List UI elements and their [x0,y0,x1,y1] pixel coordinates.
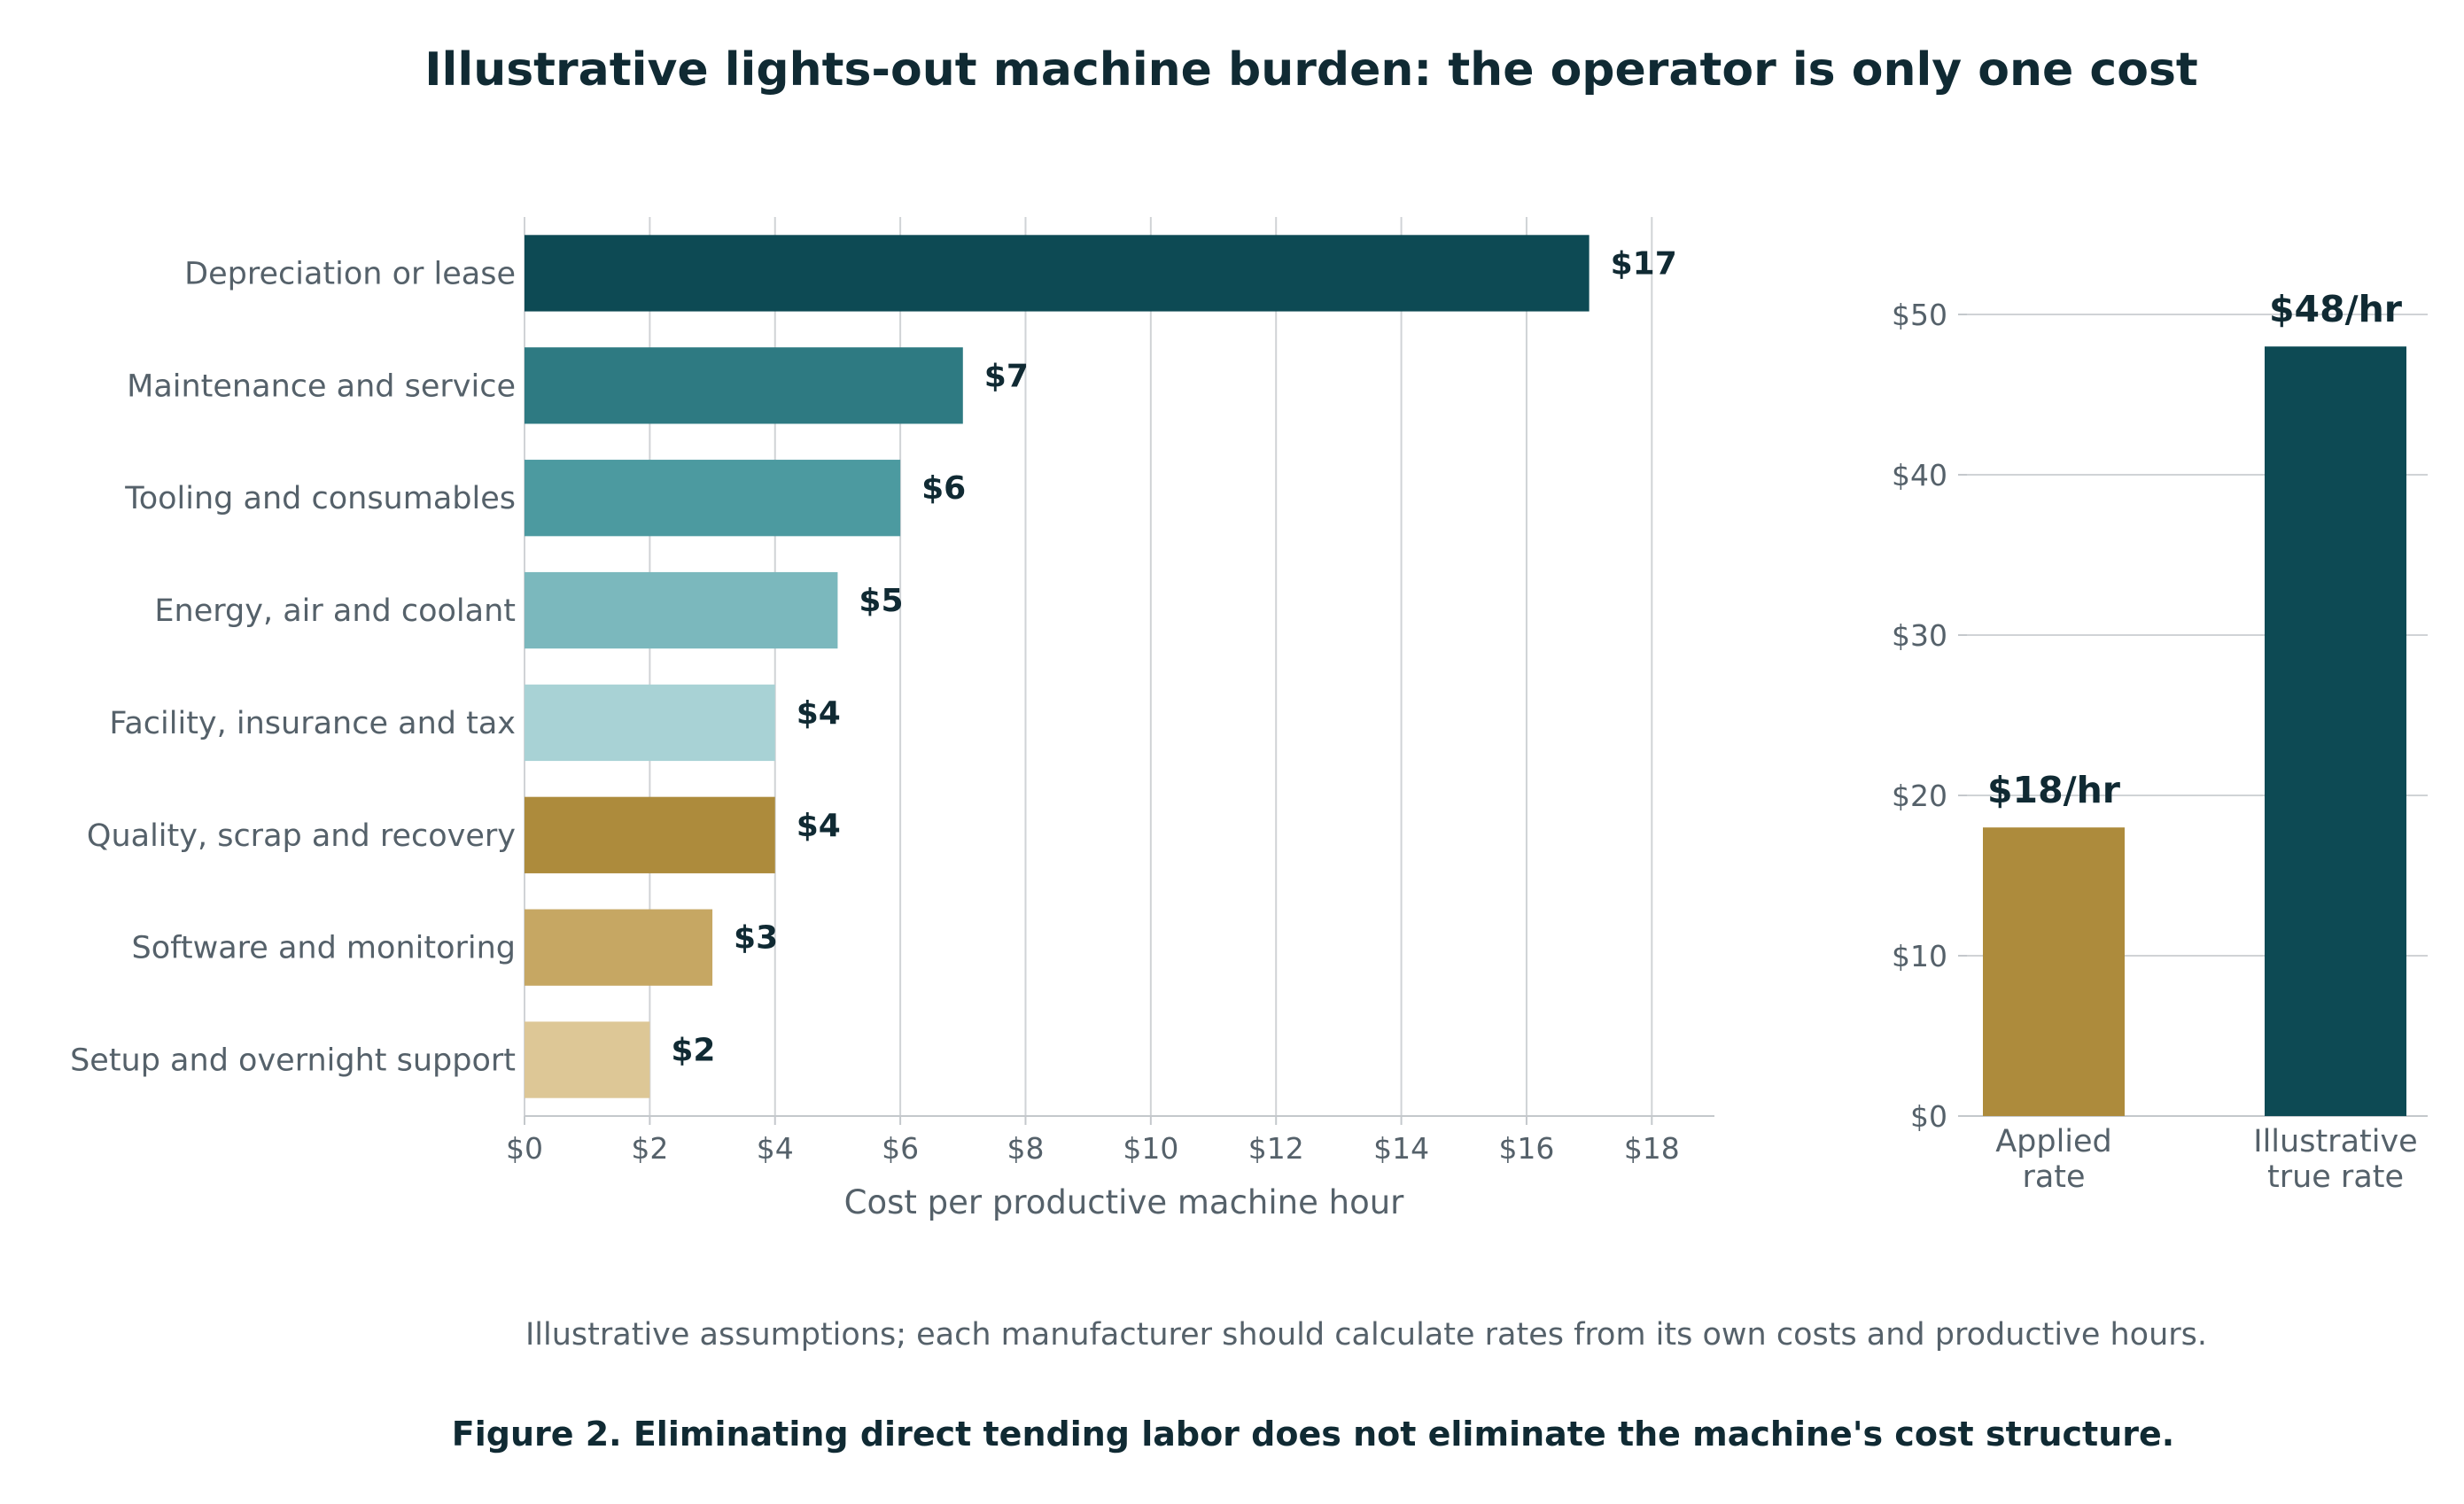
y-tick-label: $10 [1892,939,1947,973]
y-tick-label: $50 [1892,298,1947,332]
bar [2265,346,2406,1116]
x-tick-label: $18 [1624,1131,1680,1166]
y-tick-label: $20 [1892,779,1947,813]
bar [525,796,775,873]
value-label: $5 [859,583,903,619]
cost-breakdown-chart: Depreciation or lease $17 Maintenance and … [70,217,1714,1221]
x-tick-label: $4 [757,1131,794,1166]
category-label: Maintenance and service [127,368,516,404]
bar [1983,827,2125,1116]
value-label: $3 [734,920,778,957]
category-label: Tooling and consumables [124,481,516,516]
x-tick-label: $14 [1373,1131,1429,1166]
category-label: true rate [2267,1159,2404,1195]
x-tick-label: $16 [1498,1131,1554,1166]
value-label: $7 [984,358,1029,394]
x-tick-label: $2 [631,1131,668,1166]
value-label: $2 [671,1033,715,1069]
value-label: $6 [921,470,966,507]
value-label: $4 [797,808,841,844]
category-label: Illustrative [2253,1124,2417,1159]
bar [525,909,713,986]
category-label: Software and monitoring [132,931,516,966]
category-label: Setup and overnight support [70,1043,516,1079]
bar [525,235,1590,312]
x-tick-label: $6 [882,1131,919,1166]
value-label: $4 [797,695,841,732]
category-label: Energy, air and coolant [154,593,516,629]
chart-title: Illustrative lights-out machine burden: … [424,43,2198,97]
category-label: Facility, insurance and tax [109,706,516,741]
figure-caption: Figure 2. Eliminating direct tending lab… [452,1415,2174,1454]
category-label: rate [2022,1159,2085,1195]
y-tick-label: $30 [1892,618,1947,653]
value-label: $48/hr [2269,288,2403,330]
category-label: Applied [1995,1124,2112,1159]
bar [525,684,775,762]
bar [525,1021,650,1098]
bar [525,347,963,424]
x-tick-label: $0 [506,1131,543,1166]
y-tick-label: $0 [1910,1099,1947,1134]
value-label: $18/hr [1987,769,2121,811]
assumptions-note: Illustrative assumptions; each manufactu… [525,1317,2207,1353]
bar [525,571,838,649]
category-label: Quality, scrap and recovery [87,818,516,854]
x-tick-label: $12 [1248,1131,1304,1166]
x-tick-label: $8 [1007,1131,1044,1166]
x-tick-label: $10 [1123,1131,1178,1166]
category-label: Depreciation or lease [184,256,516,291]
bar [525,460,901,537]
value-label: $17 [1611,245,1677,282]
x-axis-label: Cost per productive machine hour [844,1183,1405,1221]
y-tick-label: $40 [1892,458,1947,492]
